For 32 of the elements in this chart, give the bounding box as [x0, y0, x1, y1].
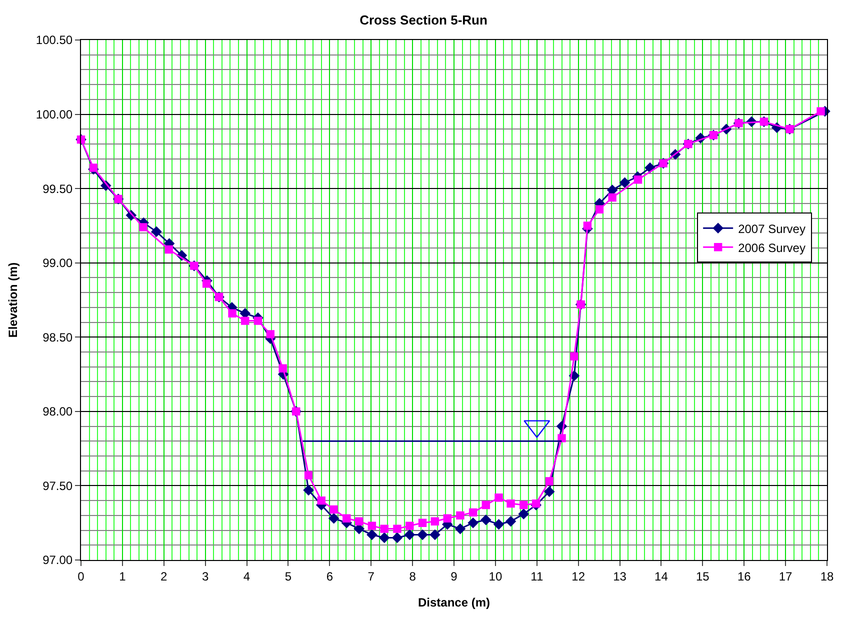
x-tick-label: 9	[450, 569, 458, 584]
y-tick-label: 97.00	[42, 553, 73, 568]
x-tick-label: 17	[778, 569, 793, 584]
x-tick-label: 16	[737, 569, 752, 584]
x-tick-label: 18	[820, 569, 834, 584]
y-tick-label: 97.50	[42, 478, 73, 493]
x-tick-label: 2	[160, 569, 168, 584]
x-tick-label: 6	[326, 569, 334, 584]
y-tick-label: 98.00	[42, 404, 73, 419]
legend-label: 2006 Survey	[738, 240, 806, 255]
chart-title: Cross Section 5-Run	[360, 12, 488, 28]
y-axis-title: Elevation (m)	[6, 262, 20, 338]
y-tick-label: 99.00	[42, 256, 73, 270]
x-axis-title: Distance (m)	[418, 595, 490, 610]
x-tick-label: 7	[368, 569, 375, 584]
y-tick-label: 99.50	[42, 182, 73, 196]
x-tick-label: 3	[202, 569, 209, 584]
x-tick-label: 1	[119, 569, 126, 584]
x-tick-label: 8	[409, 569, 416, 584]
x-tick-label: 0	[78, 569, 85, 584]
x-tick-label: 15	[696, 569, 710, 584]
x-tick-label: 11	[530, 569, 544, 584]
x-tick-label: 5	[284, 569, 292, 584]
x-tick-label: 13	[613, 569, 627, 584]
x-tick-label: 4	[243, 569, 250, 584]
x-tick-label: 12	[572, 569, 586, 584]
legend-label: 2007 Survey	[738, 222, 806, 236]
x-tick-label: 10	[488, 569, 502, 584]
x-tick-label: 14	[654, 569, 668, 584]
y-tick-label: 100.00	[36, 107, 73, 122]
y-tick-label: 98.50	[42, 330, 73, 344]
y-tick-label: 100.50	[36, 33, 73, 48]
